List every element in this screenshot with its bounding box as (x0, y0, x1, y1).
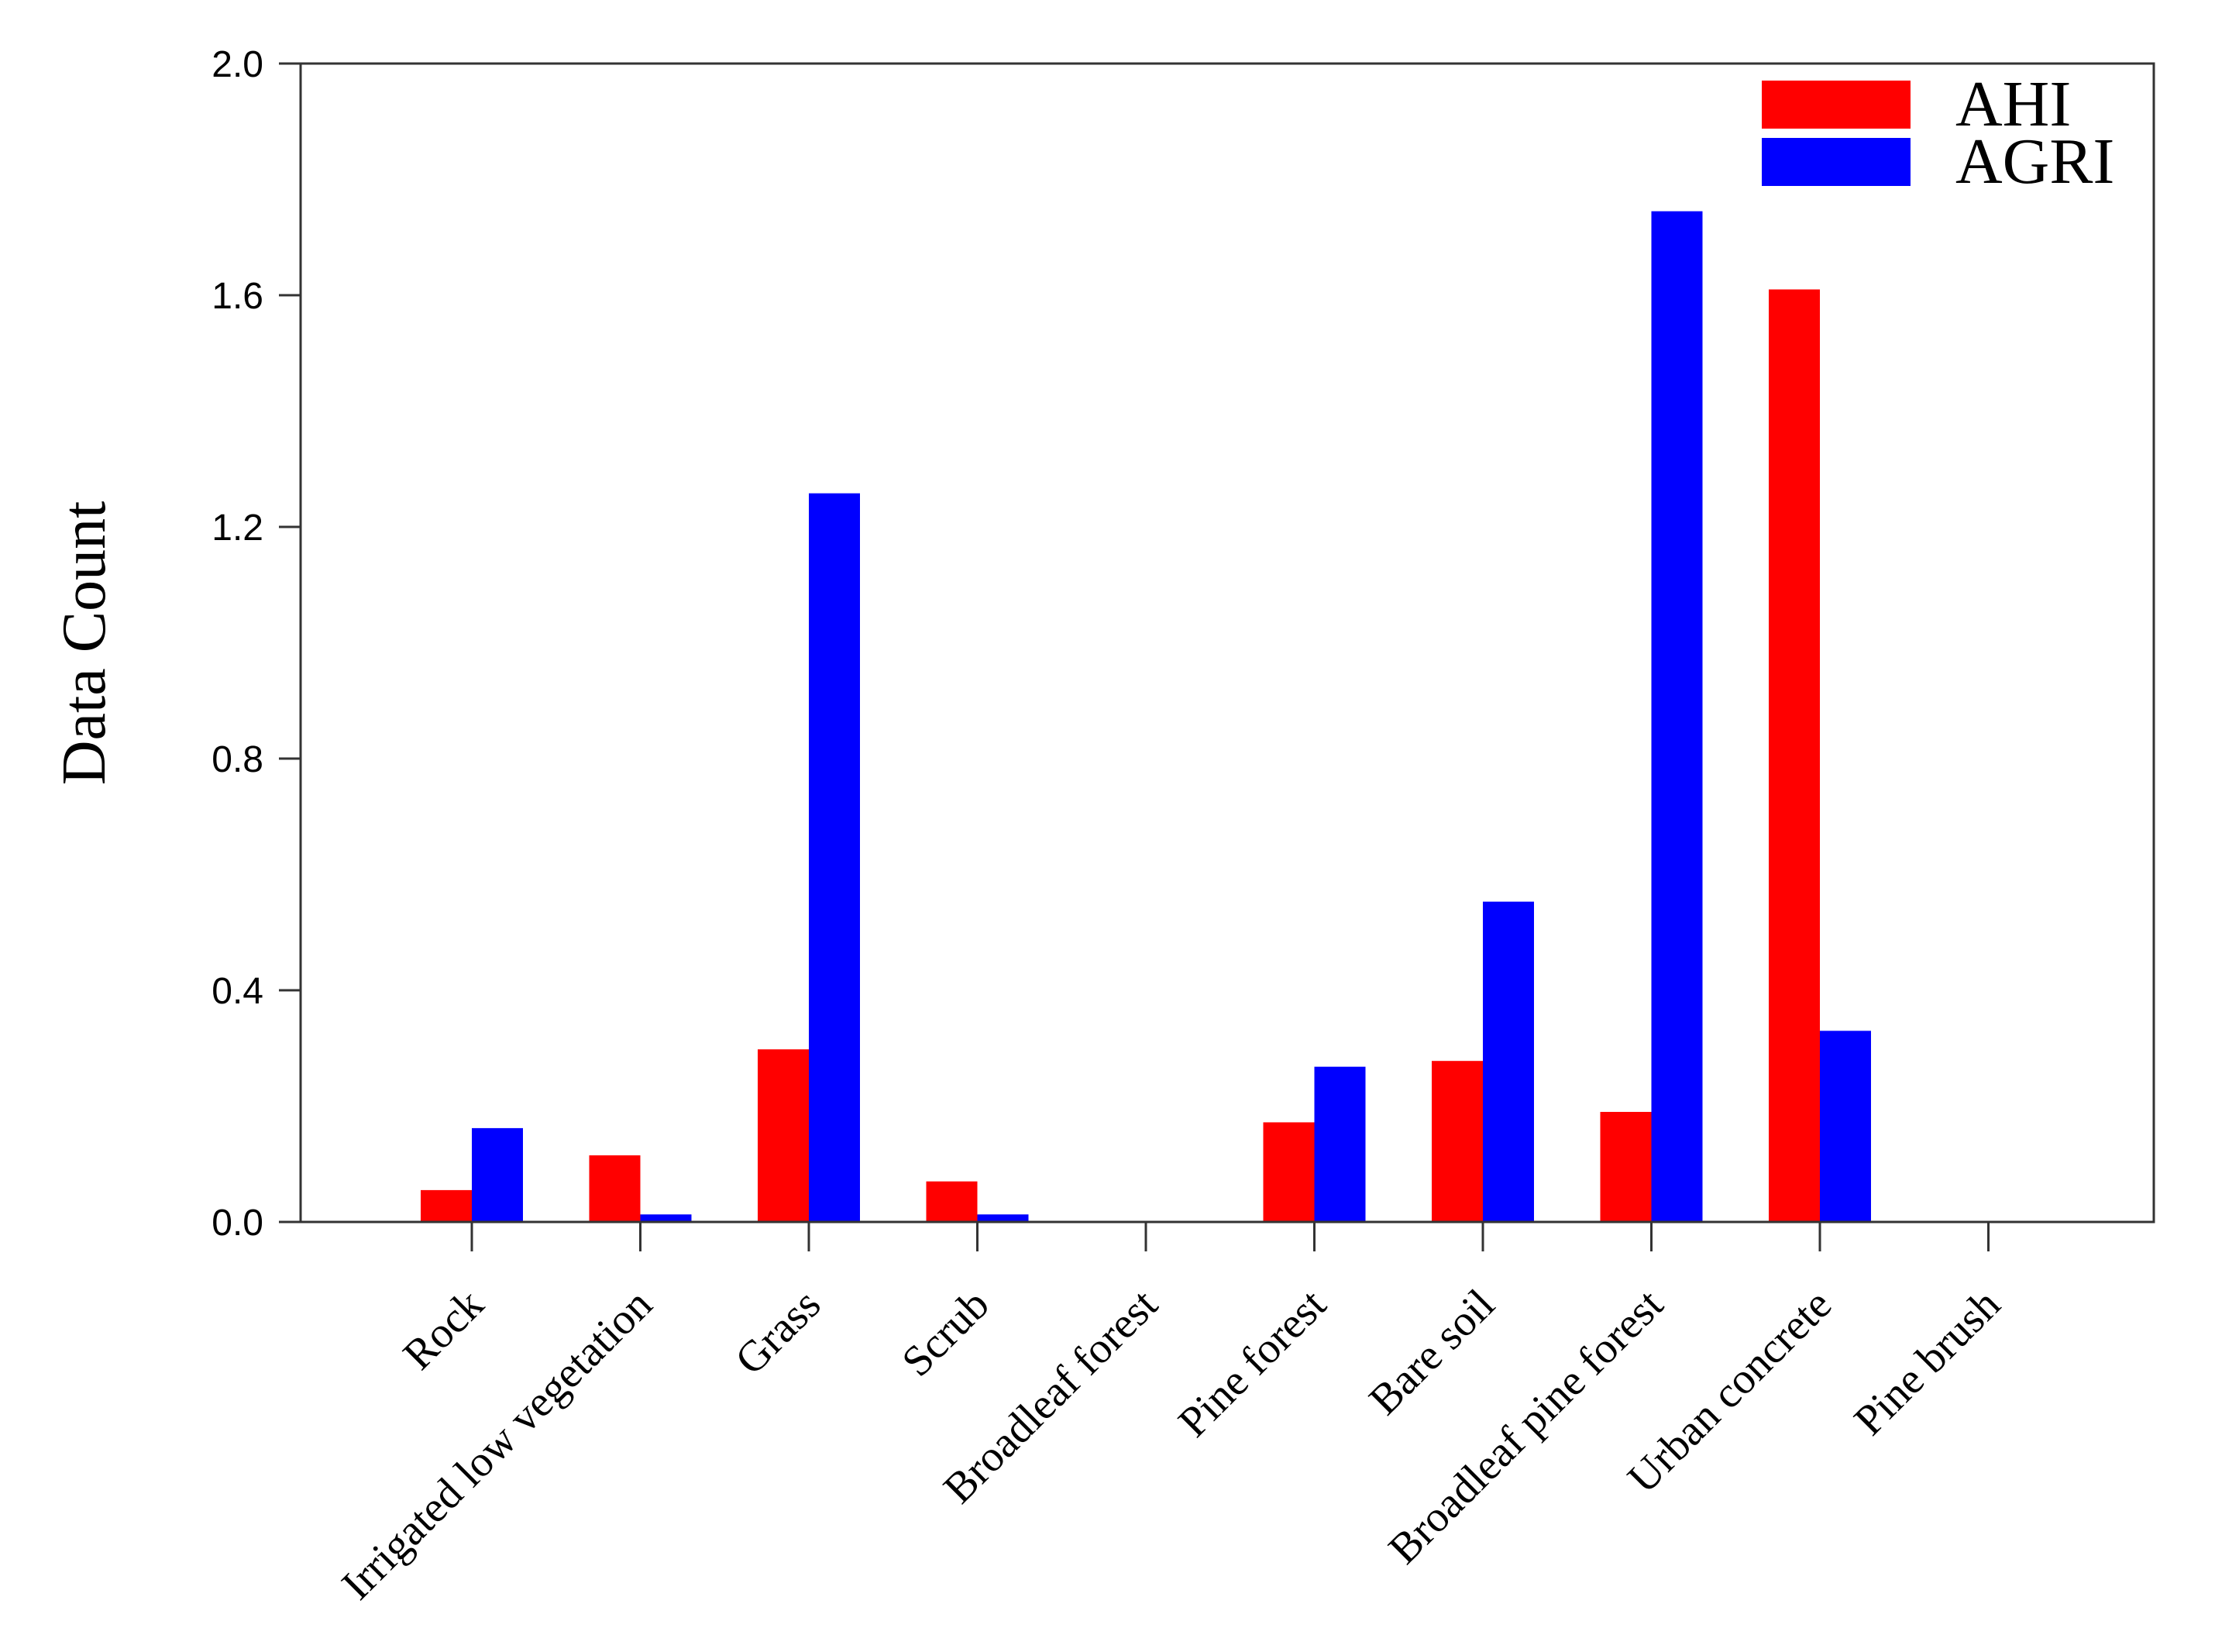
bar-ahi-pine-forest (1263, 1122, 1315, 1222)
bar-agri-broadleaf-pine-forest (1651, 211, 1703, 1222)
plot-frame (299, 62, 2155, 1224)
bar-ahi-rock (421, 1189, 472, 1222)
bar-agri-pine-forest (1314, 1066, 1366, 1222)
bar-ahi-scrub (926, 1181, 978, 1222)
x-tick-label: Pine forest (1169, 1280, 1336, 1447)
y-axis-label: Data Count (50, 501, 119, 786)
bars-group (421, 211, 1871, 1222)
bar-agri-scrub (977, 1214, 1029, 1222)
bar-ahi-urban-concrete (1769, 289, 1820, 1222)
bar-agri-rock (472, 1127, 523, 1222)
y-tick-label: 2.0 (212, 44, 263, 85)
y-tick-label: 0.4 (212, 971, 263, 1012)
legend-swatch-ahi (1762, 81, 1911, 129)
bar-ahi-irrigated-low-vegetation (589, 1155, 641, 1222)
x-tick-label: Irrigated low vegetation (332, 1280, 661, 1609)
bar-agri-bare-soil (1483, 901, 1534, 1222)
y-tick-label: 1.2 (212, 508, 263, 549)
y-tick-label: 0.8 (212, 739, 263, 780)
x-tick-label: Rock (394, 1280, 493, 1378)
legend-label-ahi: AHI (1955, 68, 2071, 140)
x-tick-label: Pine brush (1845, 1280, 2010, 1444)
bar-ahi-bare-soil (1432, 1061, 1483, 1222)
x-tick-label: Scrub (893, 1280, 998, 1385)
bar-ahi-grass (758, 1049, 809, 1222)
x-tick-label: Broadleaf pine forest (1380, 1280, 1673, 1573)
y-tick-label: 1.6 (212, 276, 263, 317)
legend-label-agri: AGRI (1955, 126, 2114, 198)
axes-group (299, 62, 2155, 1224)
bar-ahi-broadleaf-pine-forest (1600, 1111, 1652, 1222)
bar-agri-irrigated-low-vegetation (640, 1214, 692, 1222)
x-tick-label: Bare soil (1360, 1280, 1504, 1424)
y-ticks-group: 0.0 0.4 0.8 1.2 1.6 2.0 (212, 44, 301, 1244)
x-tick-label: Grass (726, 1280, 830, 1384)
bar-agri-grass (809, 493, 860, 1222)
y-tick-label: 0.0 (212, 1203, 263, 1244)
legend-swatch-agri (1762, 138, 1911, 186)
bar-agri-urban-concrete (1820, 1031, 1871, 1222)
